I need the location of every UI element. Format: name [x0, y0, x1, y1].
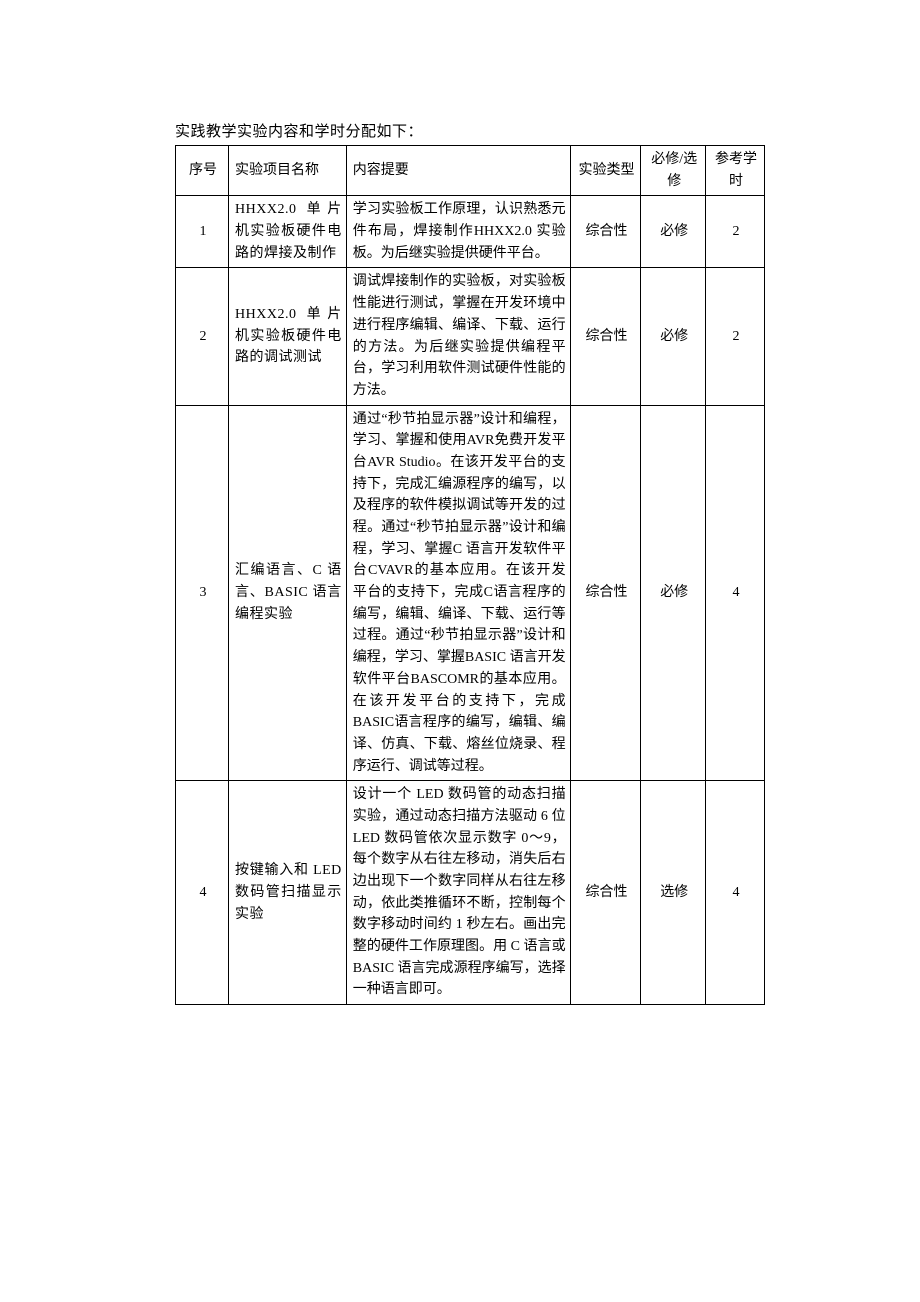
cell-type: 综合性	[570, 268, 641, 405]
cell-hours: 4	[706, 405, 765, 781]
cell-index: 3	[176, 405, 229, 781]
cell-desc: 设计一个 LED 数码管的动态扫描实验，通过动态扫描方法驱动 6 位 LED 数…	[346, 781, 570, 1005]
cell-name: 按键输入和 LED 数码管扫描显示实验	[229, 781, 347, 1005]
table-body: 1 HHXX2.0 单片机实验板硬件电路的焊接及制作 学习实验板工作原理，认识熟…	[176, 196, 765, 1005]
cell-index: 2	[176, 268, 229, 405]
cell-type: 综合性	[570, 405, 641, 781]
cell-desc: 学习实验板工作原理，认识熟悉元件布局，焊接制作HHXX2.0 实验板。为后继实验…	[346, 196, 570, 268]
header-row: 序号 实验项目名称 内容提要 实验类型 必修/选修 参考学时	[176, 146, 765, 196]
header-index: 序号	[176, 146, 229, 196]
table-row: 4 按键输入和 LED 数码管扫描显示实验 设计一个 LED 数码管的动态扫描实…	[176, 781, 765, 1005]
header-desc: 内容提要	[346, 146, 570, 196]
header-req: 必修/选修	[641, 146, 706, 196]
header-type: 实验类型	[570, 146, 641, 196]
cell-name: HHXX2.0 单片机实验板硬件电路的调试测试	[229, 268, 347, 405]
cell-type: 综合性	[570, 196, 641, 268]
cell-index: 4	[176, 781, 229, 1005]
header-hours: 参考学时	[706, 146, 765, 196]
cell-index: 1	[176, 196, 229, 268]
header-name: 实验项目名称	[229, 146, 347, 196]
cell-req: 必修	[641, 268, 706, 405]
table-row: 3 汇编语言、C 语言、BASIC 语言编程实验 通过“秒节拍显示器”设计和编程…	[176, 405, 765, 781]
cell-hours: 4	[706, 781, 765, 1005]
table-header: 序号 实验项目名称 内容提要 实验类型 必修/选修 参考学时	[176, 146, 765, 196]
cell-name: HHXX2.0 单片机实验板硬件电路的焊接及制作	[229, 196, 347, 268]
cell-name: 汇编语言、C 语言、BASIC 语言编程实验	[229, 405, 347, 781]
cell-hours: 2	[706, 196, 765, 268]
cell-desc: 调试焊接制作的实验板，对实验板性能进行测试，掌握在开发环境中进行程序编辑、编译、…	[346, 268, 570, 405]
table-caption: 实践教学实验内容和学时分配如下：	[175, 120, 765, 141]
cell-req: 必修	[641, 405, 706, 781]
table-row: 2 HHXX2.0 单片机实验板硬件电路的调试测试 调试焊接制作的实验板，对实验…	[176, 268, 765, 405]
cell-hours: 2	[706, 268, 765, 405]
table-row: 1 HHXX2.0 单片机实验板硬件电路的焊接及制作 学习实验板工作原理，认识熟…	[176, 196, 765, 268]
document-page: 实践教学实验内容和学时分配如下： 序号 实验项目名称 内容提要 实验类型 必修/…	[0, 0, 920, 1045]
cell-desc: 通过“秒节拍显示器”设计和编程，学习、掌握和使用AVR免费开发平台AVR Stu…	[346, 405, 570, 781]
experiment-table: 序号 实验项目名称 内容提要 实验类型 必修/选修 参考学时 1 HHXX2.0…	[175, 145, 765, 1005]
cell-req: 选修	[641, 781, 706, 1005]
cell-type: 综合性	[570, 781, 641, 1005]
cell-req: 必修	[641, 196, 706, 268]
